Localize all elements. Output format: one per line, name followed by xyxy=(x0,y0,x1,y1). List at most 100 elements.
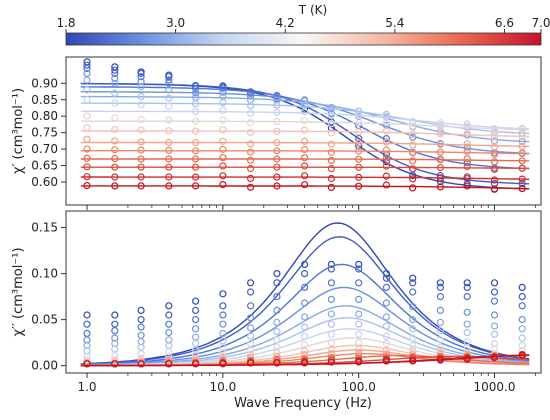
chi-prime-point xyxy=(137,92,145,101)
chi-prime-point xyxy=(83,112,91,120)
colorbar-tick-label: 3.0 xyxy=(166,16,185,30)
chi-double-prime-point xyxy=(327,330,335,338)
chi-prime-point xyxy=(327,165,335,173)
chi-prime-point xyxy=(518,137,526,145)
chi-prime-fit-14 xyxy=(80,176,530,180)
chi-prime-point xyxy=(192,173,200,181)
chi-double-prime-point xyxy=(355,345,363,353)
chi-double-prime-point xyxy=(219,290,227,298)
chi-prime-point xyxy=(192,182,200,190)
chi-prime-point xyxy=(192,117,200,125)
chi-prime-point xyxy=(463,182,471,190)
x-tick-label: 1.0 xyxy=(77,380,96,394)
chi-prime-point xyxy=(111,69,119,78)
chi-prime-point xyxy=(463,147,471,155)
chi-prime-point xyxy=(518,125,526,134)
chi-prime-point xyxy=(111,99,119,107)
chi-prime-point xyxy=(219,88,227,96)
chi-prime-point xyxy=(165,86,173,94)
chi-double-prime-point xyxy=(355,260,363,268)
chi-prime-point xyxy=(83,86,91,94)
chi-prime-point xyxy=(247,102,255,110)
chi-prime-point xyxy=(165,182,173,190)
chi-double-prime-point xyxy=(518,351,526,359)
chi-prime-point xyxy=(436,148,444,156)
chi-prime-point xyxy=(436,122,444,130)
chi-prime-point xyxy=(111,146,119,154)
chi-prime-point xyxy=(83,154,91,162)
chi-prime-y-ticks: 0.60 0.65 0.70 0.75 0.80 0.85 0.90 xyxy=(31,76,66,189)
y-tick-label: 0.60 xyxy=(31,175,58,189)
chi-double-prime-point xyxy=(518,283,526,291)
chi-double-prime-point xyxy=(409,288,417,296)
chi-prime-point xyxy=(382,162,390,170)
chi-prime-point xyxy=(247,109,255,117)
chi-prime-point xyxy=(273,96,281,104)
chi-double-prime-point xyxy=(436,336,444,344)
chi-double-prime-point xyxy=(490,279,499,287)
chi-double-prime-point xyxy=(137,316,145,324)
chi-double-prime-point xyxy=(436,356,444,364)
chi-double-prime-y-ticks: 0.00 0.05 0.10 0.15 xyxy=(31,221,66,373)
chi-prime-point xyxy=(137,69,145,78)
chi-prime-point xyxy=(247,128,255,137)
chi-prime-point xyxy=(83,135,91,143)
chi-double-prime-point xyxy=(192,360,200,368)
chi-double-prime-point xyxy=(436,327,444,335)
chi-double-prime-point xyxy=(301,347,309,355)
chi-prime-point xyxy=(219,98,227,107)
chi-double-prime-ylabel: χ′′ (cm³mol⁻¹) xyxy=(11,247,26,336)
chi-prime-panel: 0.60 0.65 0.70 0.75 0.80 0.85 0.90 χ′ (cm³mol⁻… xyxy=(11,56,542,210)
chi-prime-point xyxy=(355,111,363,120)
chi-double-prime-point xyxy=(301,323,309,331)
chi-prime-point xyxy=(111,79,119,87)
chi-prime-point xyxy=(165,102,173,110)
chi-double-prime-point xyxy=(463,328,471,337)
chi-prime-point xyxy=(219,84,227,92)
chi-prime-point xyxy=(219,137,227,145)
chi-double-prime-point xyxy=(355,310,363,318)
chi-prime-point xyxy=(382,146,390,154)
chi-prime-point xyxy=(273,139,281,147)
chi-prime-fit-4 xyxy=(80,91,530,155)
chi-double-prime-point xyxy=(165,311,173,319)
chi-double-prime-point xyxy=(165,302,173,310)
chi-prime-point xyxy=(137,146,145,154)
chi-prime-point xyxy=(247,140,255,148)
chi-prime-point xyxy=(192,99,200,108)
x-tick-label: 10.0 xyxy=(209,380,236,394)
chi-prime-point xyxy=(490,176,499,184)
chi-prime-point xyxy=(409,130,417,138)
chi-prime-point xyxy=(165,73,173,81)
chi-prime-point xyxy=(219,154,227,162)
chi-prime-point xyxy=(273,117,281,126)
chi-prime-point xyxy=(518,132,526,140)
chi-double-prime-point xyxy=(273,293,281,301)
chi-double-prime-point xyxy=(327,320,335,328)
chi-prime-point xyxy=(247,164,255,173)
chi-double-prime-point xyxy=(355,265,363,273)
chi-prime-ylabel: χ′ (cm³mol⁻¹) xyxy=(11,88,26,174)
chi-prime-point xyxy=(301,172,309,180)
chi-prime-point xyxy=(436,174,444,182)
chi-prime-point xyxy=(436,183,444,191)
chi-prime-point xyxy=(219,126,227,134)
colorbar: T (K) 1.8 3.0 4.2 5.4 6.6 7.0 xyxy=(56,3,550,46)
chi-prime-point xyxy=(355,182,363,190)
chi-double-prime-point xyxy=(301,283,309,291)
chi-double-prime-point xyxy=(273,270,281,278)
chi-prime-point xyxy=(111,125,119,133)
chi-double-prime-point xyxy=(463,355,471,363)
chi-prime-point xyxy=(137,73,145,81)
chi-double-prime-point xyxy=(490,322,499,330)
chi-double-prime-point xyxy=(436,318,444,326)
chi-prime-point xyxy=(273,147,281,155)
chi-double-prime-point xyxy=(463,308,471,316)
chi-prime-point xyxy=(409,165,417,173)
chi-prime-point xyxy=(83,145,91,153)
chi-prime-point xyxy=(463,173,471,181)
chi-prime-point xyxy=(137,138,145,146)
chi-prime-point xyxy=(137,115,145,124)
chi-prime-point xyxy=(518,157,526,165)
chi-double-prime-point xyxy=(382,274,390,282)
